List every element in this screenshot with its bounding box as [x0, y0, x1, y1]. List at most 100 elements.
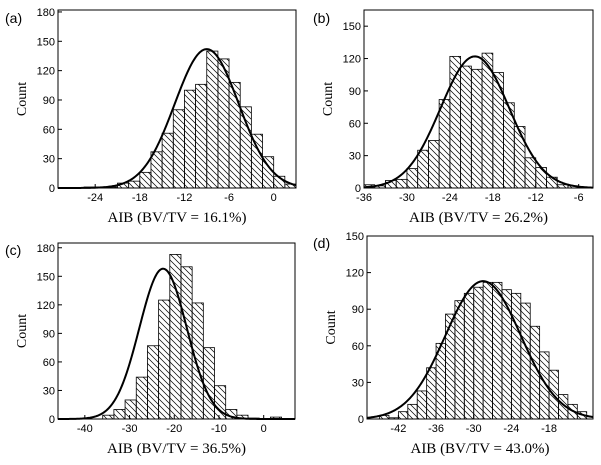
y-axis-label: Count: [15, 314, 30, 348]
histogram-bar: [416, 390, 428, 420]
histogram-bar: [454, 300, 465, 420]
x-tick-label: -30: [122, 423, 138, 435]
histogram-bar: [481, 52, 494, 189]
histogram-bar: [426, 367, 437, 420]
x-tick-label: -20: [166, 423, 182, 435]
y-tick-label: 120: [346, 268, 364, 280]
y-axis-label: Count: [321, 82, 336, 116]
x-axis-label: AIB (BV/TV = 36.5%): [107, 441, 246, 457]
y-tick-label: 0: [358, 414, 364, 426]
y-tick-label: 60: [352, 341, 364, 353]
x-tick-label: -6: [224, 192, 234, 204]
panel-label: (c): [5, 242, 21, 258]
gaussian-fit-line: [366, 280, 594, 419]
y-tick-label: 180: [37, 7, 55, 19]
y-tick-label: 180: [37, 243, 55, 255]
y-tick-label: 150: [343, 21, 361, 33]
histogram-bar: [124, 399, 137, 420]
plot-frame: [57, 242, 296, 420]
y-tick-label: 60: [43, 124, 55, 136]
y-tick-label: 0: [355, 183, 361, 195]
y-tick-label: 90: [43, 95, 55, 107]
histogram-bar: [473, 286, 484, 420]
x-tick-label: -18: [541, 423, 557, 435]
panel-c: 0 30 60 90 120 150 180 -40 -30 -20 -10 0 (c) AIB (BV/…: [5, 242, 296, 457]
histogram-bar: [202, 347, 215, 420]
y-tick-label: 30: [43, 385, 55, 397]
histogram-bar: [417, 149, 429, 189]
x-tick-label: 0: [261, 423, 267, 435]
histogram-bar: [492, 281, 503, 420]
histogram-bar: [228, 81, 241, 189]
x-tick-label: -10: [211, 423, 227, 435]
x-axis-label: AIB (BV/TV = 43.0%): [410, 441, 549, 457]
histogram-bar: [445, 313, 456, 420]
y-tick-label: 150: [37, 271, 55, 283]
x-tick-label: -36: [356, 192, 372, 204]
x-axis-label: AIB (BV/TV = 16.1%): [107, 210, 246, 226]
x-tick-label: -40: [77, 423, 93, 435]
histogram-bar: [128, 180, 141, 189]
histogram-bar: [406, 168, 419, 189]
histogram-bar: [206, 50, 219, 189]
x-tick-label: -24: [442, 192, 458, 204]
histogram-bar: [239, 106, 252, 189]
histogram-bar: [250, 133, 263, 189]
histogram-bar: [113, 409, 126, 420]
histogram-bar: [397, 411, 409, 420]
histogram-bar: [463, 292, 475, 420]
y-tick-label: 120: [37, 300, 55, 312]
y-tick-label: 90: [349, 86, 361, 98]
y-tick-label: 30: [349, 151, 361, 163]
y-tick-label: 30: [352, 377, 364, 389]
x-tick-label: -18: [132, 192, 148, 204]
x-tick-label: -30: [399, 192, 415, 204]
y-tick-label: 30: [43, 154, 55, 166]
y-tick-label: 0: [49, 183, 55, 195]
histogram-bar: [161, 132, 174, 189]
histogram-bar: [482, 281, 493, 420]
histogram-bar: [158, 299, 171, 420]
histogram-bar: [172, 109, 185, 189]
plot-frame: [363, 9, 594, 189]
y-tick-label: 150: [346, 231, 364, 243]
histogram-bar: [428, 140, 440, 189]
histogram-bar: [395, 178, 408, 189]
histogram-bar: [460, 65, 472, 189]
histogram-bar: [147, 345, 160, 420]
x-tick-label: -42: [390, 423, 406, 435]
histogram-bar: [513, 126, 526, 189]
x-tick-label: -18: [485, 192, 501, 204]
x-tick-label: -24: [503, 423, 519, 435]
histogram-bar: [470, 68, 483, 189]
histogram-bar: [524, 157, 537, 189]
x-tick-label: -30: [466, 423, 482, 435]
histogram-bar: [150, 151, 163, 189]
histogram-bar: [102, 414, 115, 420]
y-tick-label: 150: [37, 36, 55, 48]
y-tick-label: 90: [43, 328, 55, 340]
panel-d: 0 30 60 90 120 150 -42 -36 -30 -24 -18 (d) AIB (BV/T…: [313, 231, 594, 457]
plot-frame: [57, 9, 297, 189]
x-tick-label: -6: [574, 192, 584, 204]
y-tick-label: 90: [352, 304, 364, 316]
panel-label: (d): [313, 235, 330, 251]
histogram-bar: [184, 89, 196, 189]
y-tick-label: 120: [343, 54, 361, 66]
histogram-bar: [438, 99, 451, 189]
panel-a: 0 30 60 90 120 150 180 -24 -18 -12 -6 0 (a) AIB (BV/T…: [5, 7, 297, 226]
histogram-bar: [407, 403, 418, 420]
histogram-bar: [520, 302, 531, 420]
y-tick-label: 120: [37, 66, 55, 78]
histogram-bar: [217, 58, 230, 189]
y-tick-label: 60: [349, 118, 361, 130]
x-tick-label: -36: [428, 423, 444, 435]
histogram-bar: [510, 292, 522, 420]
panel-b: 0 30 60 90 120 150 -36 -30 -24 -18 -12 -6 (b) AIB (BV…: [313, 9, 594, 226]
histogram-bar: [195, 83, 208, 189]
histogram-bar: [139, 171, 152, 189]
y-axis-label: Count: [15, 82, 30, 116]
x-tick-label: -24: [87, 192, 103, 204]
histogram-bar: [135, 376, 148, 420]
